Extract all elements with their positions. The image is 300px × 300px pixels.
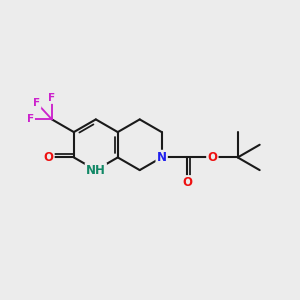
Text: NH: NH	[86, 164, 106, 177]
Text: F: F	[48, 93, 56, 103]
Text: N: N	[157, 151, 167, 164]
Text: O: O	[207, 151, 218, 164]
Text: F: F	[27, 114, 34, 124]
Text: O: O	[182, 176, 192, 189]
Text: O: O	[44, 151, 53, 164]
Text: F: F	[33, 98, 40, 108]
